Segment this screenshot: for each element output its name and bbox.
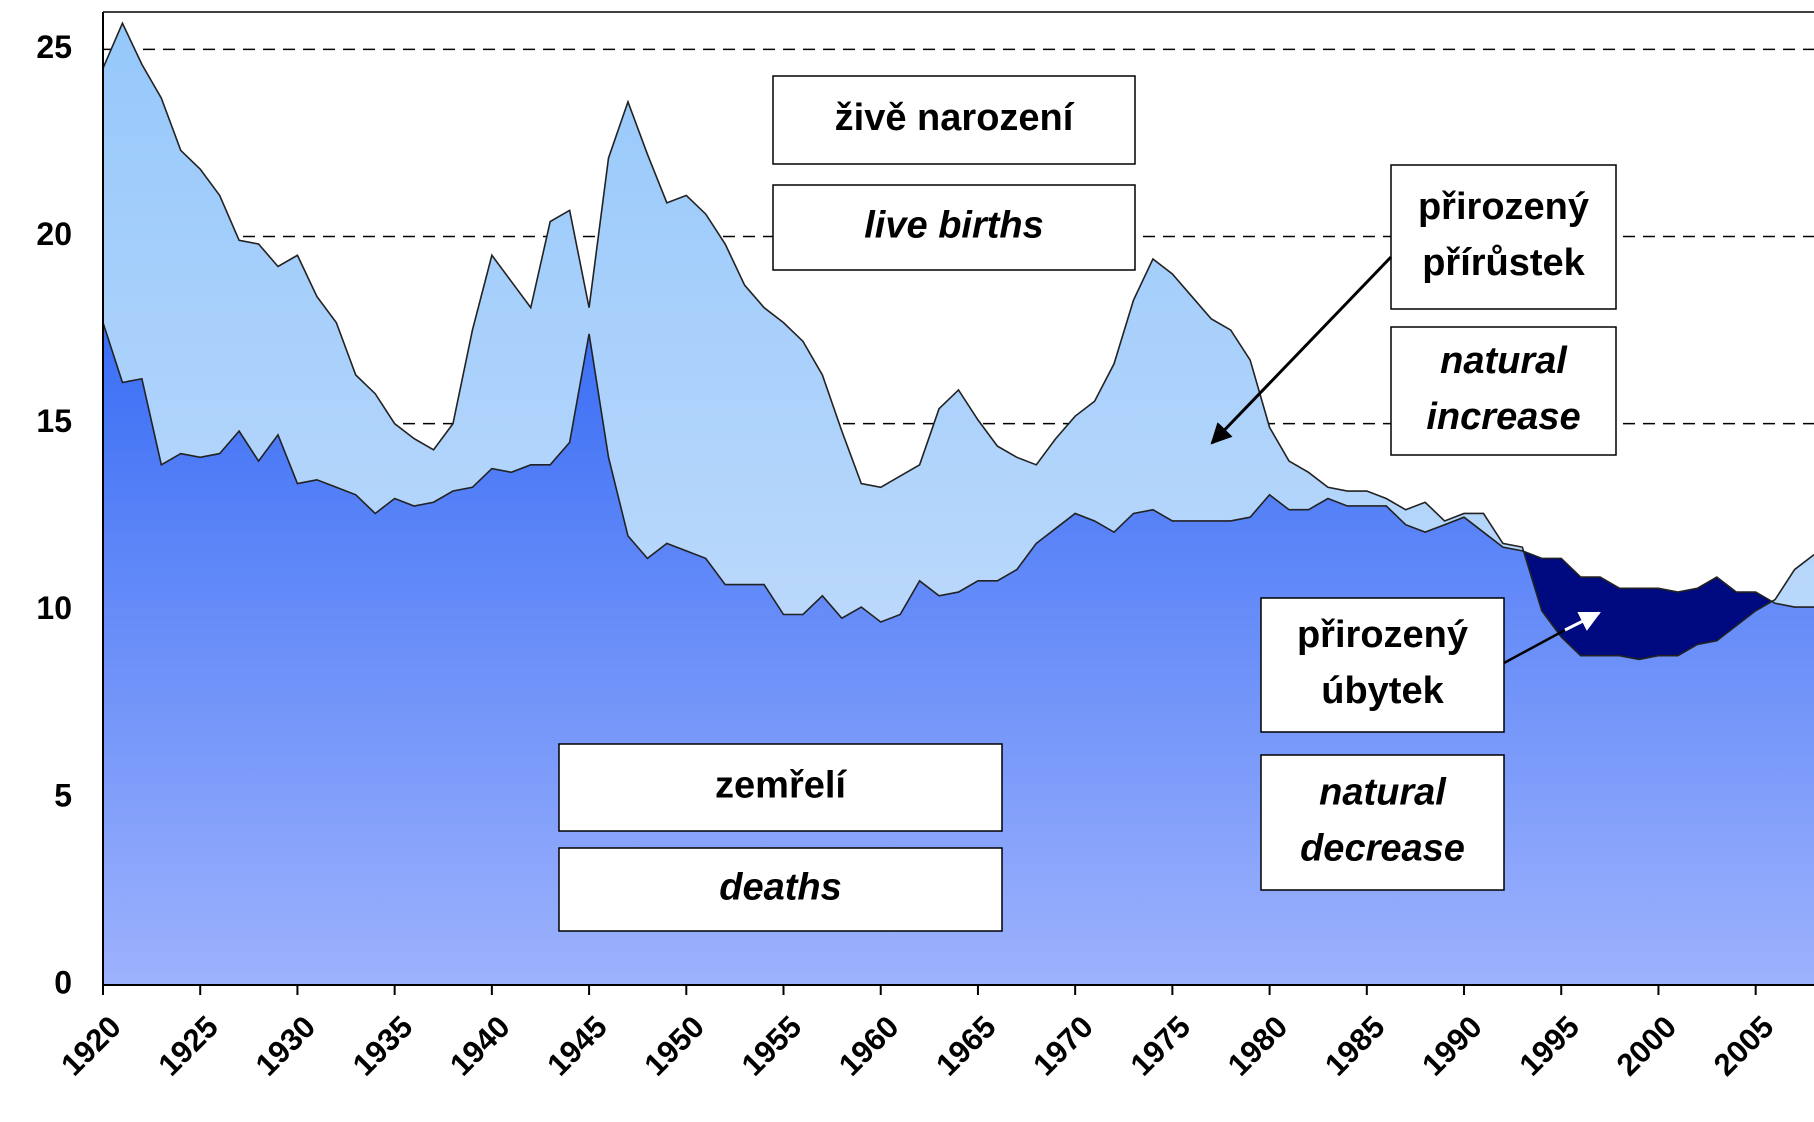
annotation-box	[772, 184, 1136, 271]
deaths-line	[102, 322, 1814, 623]
x-tick-label: 1950	[638, 1009, 712, 1083]
annotation-box	[1390, 164, 1617, 310]
x-tick-label: 1955	[735, 1009, 809, 1083]
x-tick-label: 1985	[1318, 1009, 1392, 1083]
annotation-text: live births	[864, 205, 1044, 247]
annotation: zemřelí	[558, 743, 1003, 832]
annotation: přirozený přírůstek	[1390, 164, 1617, 310]
annotation-text: přirozený	[1418, 186, 1589, 228]
annotation-box	[1260, 754, 1505, 891]
annotation-box	[558, 743, 1003, 832]
x-tick-label: 1990	[1415, 1009, 1489, 1083]
y-tick-label: 15	[36, 403, 72, 439]
y-tick-label: 5	[54, 777, 72, 813]
x-tick-label: 1930	[249, 1009, 323, 1083]
annotation-text: natural	[1440, 340, 1568, 382]
x-tick-label: 1925	[151, 1009, 225, 1083]
annotation-text: přírůstek	[1422, 242, 1585, 284]
annotation: natural decrease	[1260, 754, 1505, 891]
annotation: přirozený úbytek	[1260, 597, 1505, 733]
annotation-text: increase	[1426, 396, 1580, 438]
annotation-box	[1390, 326, 1617, 456]
x-tick-label: 1960	[832, 1009, 906, 1083]
annotation: živě narození	[772, 75, 1136, 165]
arrow	[1564, 611, 1601, 632]
annotation: natural increase	[1390, 326, 1617, 456]
y-tick-label: 20	[36, 216, 72, 252]
y-tick-label: 0	[54, 964, 72, 1000]
x-tick-label: 1940	[443, 1009, 517, 1083]
annotation-text: deaths	[719, 867, 841, 909]
arrow	[1503, 628, 1566, 665]
annotation: live births	[772, 184, 1136, 271]
x-tick-label: 1935	[346, 1009, 420, 1083]
annotation-text: úbytek	[1321, 670, 1444, 712]
y-tick-label: 25	[36, 29, 72, 65]
annotation-text: zemřelí	[715, 765, 847, 807]
x-tick-label: 1920	[54, 1009, 128, 1083]
arrow	[1210, 255, 1393, 445]
annotation-box	[772, 75, 1136, 165]
annotation-text: natural	[1319, 772, 1447, 814]
x-tick-label: 1945	[540, 1009, 614, 1083]
x-tick-label: 1995	[1512, 1009, 1586, 1083]
x-tick-label: 2005	[1707, 1009, 1781, 1083]
births-line	[102, 21, 1814, 661]
annotation: deaths	[558, 847, 1003, 932]
y-tick-label: 10	[36, 590, 72, 626]
annotation-text: přirozený	[1297, 614, 1468, 656]
annotation-text: živě narození	[835, 97, 1075, 139]
annotation-text: decrease	[1300, 828, 1465, 870]
x-tick-label: 1980	[1221, 1009, 1295, 1083]
x-tick-label: 1970	[1026, 1009, 1100, 1083]
annotation-box	[1260, 597, 1505, 733]
x-tick-label: 2000	[1610, 1009, 1684, 1083]
annotation-box	[558, 847, 1003, 932]
x-tick-label: 1975	[1124, 1009, 1198, 1083]
x-tick-label: 1965	[929, 1009, 1003, 1083]
